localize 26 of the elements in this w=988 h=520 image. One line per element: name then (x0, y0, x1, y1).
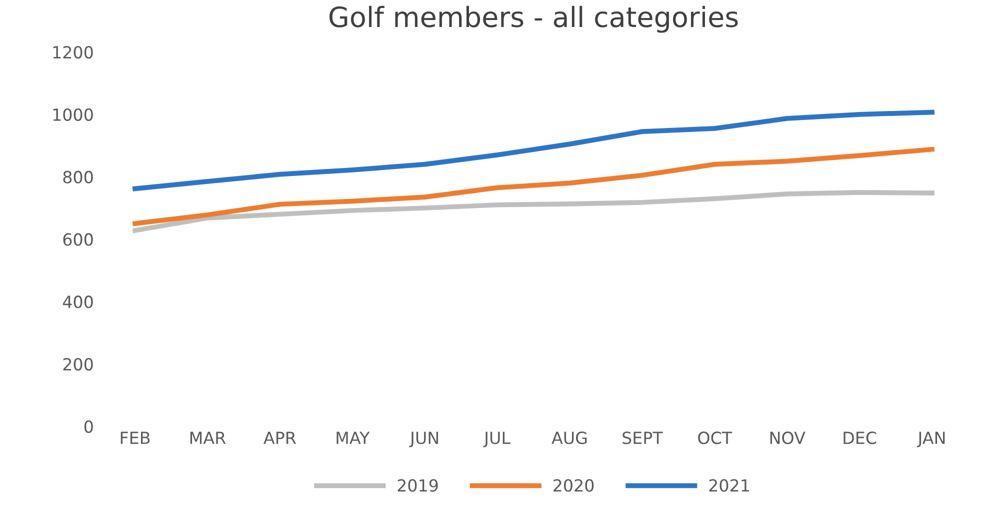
x-tick-label: JUL (483, 432, 510, 448)
legend-label: 2021 (709, 479, 749, 492)
x-tick-label: APR (264, 432, 296, 444)
x-tick-label: JAN (916, 432, 945, 448)
x-tick-label: AUG (552, 432, 587, 444)
legend-label: 2020 (554, 479, 594, 492)
legend-label: 2019 (398, 479, 438, 492)
x-tick-label: OCT (698, 432, 732, 444)
line-series (132, 146, 934, 226)
x-tick-label: MAR (190, 432, 226, 444)
line-series (132, 190, 934, 233)
y-tick-label: 600 (63, 233, 93, 246)
x-tick-label: FEB (120, 432, 150, 444)
x-tick-label: SEPT (622, 432, 663, 444)
x-tick-label: NOV (770, 432, 806, 444)
x-tick-label: MAY (336, 432, 370, 444)
y-tick-label: 1200 (53, 46, 93, 59)
y-tick-label: 400 (62, 296, 93, 308)
x-tick-label: JUN (409, 432, 438, 448)
y-tick-label: 1000 (53, 108, 93, 121)
chart-title: Golf members - all categories (329, 6, 738, 33)
line-series (132, 110, 934, 192)
y-tick-label: 200 (63, 358, 93, 371)
y-tick-label: 800 (63, 170, 93, 184)
y-tick-label: 0 (84, 420, 93, 433)
x-tick-label: DEC (844, 432, 876, 444)
